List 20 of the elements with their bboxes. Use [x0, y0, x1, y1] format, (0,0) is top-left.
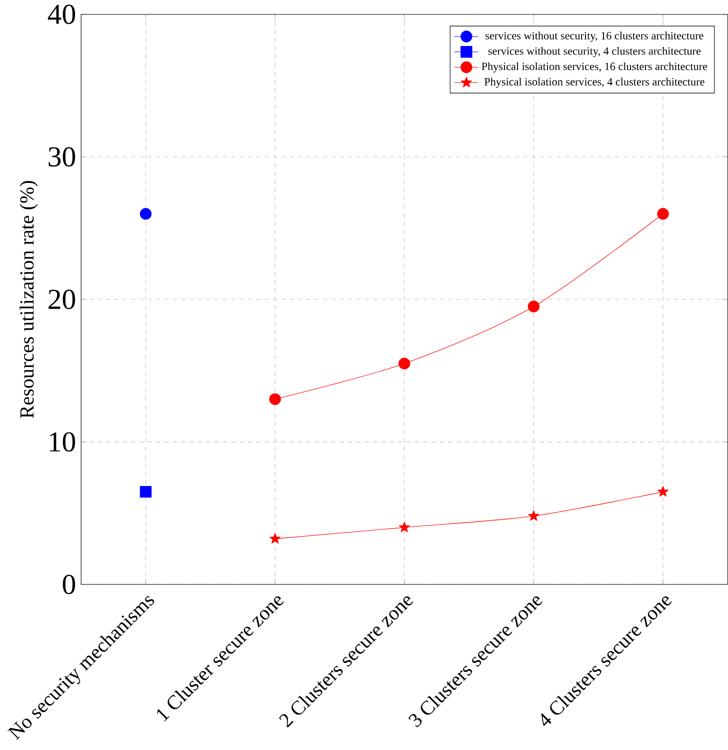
y-tick-label: 40: [48, 4, 76, 24]
y-axis-title: Resources utilization rate (%): [20, 181, 38, 418]
legend-label: Physical isolation services, 16 clusters architecture: [482, 62, 708, 72]
point: [270, 532, 281, 544]
point: [140, 486, 152, 498]
legend-label: services without security, 16 clusters architecture: [486, 32, 704, 42]
point: [398, 358, 410, 370]
y-tick-label: 10: [50, 432, 76, 452]
point: [657, 486, 669, 497]
legend-label: Physical isolation services, 4 clusters architecture: [484, 78, 704, 88]
y-tick-label: 20: [48, 290, 76, 310]
y-tick-label: 0: [62, 574, 76, 594]
point: [269, 393, 281, 406]
legend-label: services without security, 4 clusters architecture: [488, 46, 701, 58]
point: [528, 300, 540, 312]
point: [528, 510, 540, 521]
point: [398, 522, 410, 532]
point: [140, 208, 152, 220]
y-tick-label: 30: [48, 147, 76, 167]
point: [657, 208, 669, 220]
